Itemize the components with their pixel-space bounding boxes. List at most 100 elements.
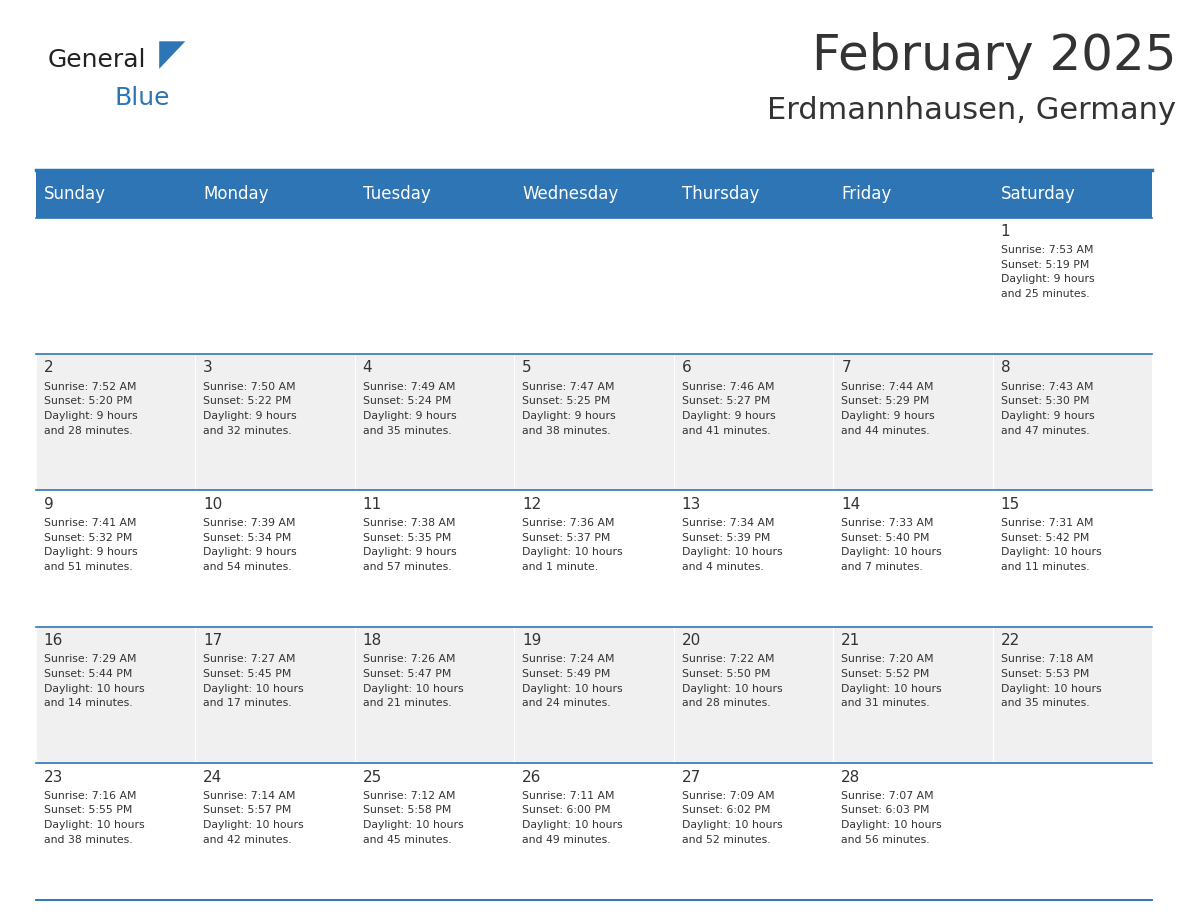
Text: Sunset: 5:45 PM: Sunset: 5:45 PM [203,669,291,679]
Text: Sunrise: 7:49 AM: Sunrise: 7:49 AM [362,382,455,391]
Text: 1: 1 [1000,224,1011,239]
Text: Daylight: 9 hours: Daylight: 9 hours [362,547,456,557]
Text: 7: 7 [841,361,851,375]
Text: Sunrise: 7:31 AM: Sunrise: 7:31 AM [1000,518,1093,528]
Text: Daylight: 10 hours: Daylight: 10 hours [203,820,304,830]
FancyBboxPatch shape [355,170,514,218]
Text: and 21 minutes.: and 21 minutes. [362,699,451,709]
FancyBboxPatch shape [674,218,833,354]
FancyBboxPatch shape [514,354,674,490]
Text: 21: 21 [841,633,860,648]
Text: 16: 16 [44,633,63,648]
FancyBboxPatch shape [36,763,195,900]
Text: Wednesday: Wednesday [523,185,619,203]
Text: and 14 minutes.: and 14 minutes. [44,699,132,709]
Text: Sunrise: 7:34 AM: Sunrise: 7:34 AM [682,518,775,528]
Text: 25: 25 [362,769,381,785]
Text: Daylight: 10 hours: Daylight: 10 hours [841,547,942,557]
Text: Daylight: 10 hours: Daylight: 10 hours [523,684,623,694]
Text: 2: 2 [44,361,53,375]
Text: Sunrise: 7:12 AM: Sunrise: 7:12 AM [362,790,455,800]
Text: Sunset: 5:52 PM: Sunset: 5:52 PM [841,669,930,679]
Text: and 17 minutes.: and 17 minutes. [203,699,292,709]
Text: Sunset: 5:50 PM: Sunset: 5:50 PM [682,669,770,679]
Text: Daylight: 10 hours: Daylight: 10 hours [523,820,623,830]
Text: and 52 minutes.: and 52 minutes. [682,834,770,845]
Text: and 11 minutes.: and 11 minutes. [1000,562,1089,572]
FancyBboxPatch shape [36,218,195,354]
FancyBboxPatch shape [195,170,355,218]
Text: Sunrise: 7:27 AM: Sunrise: 7:27 AM [203,655,296,665]
FancyBboxPatch shape [36,490,195,627]
Text: Sunrise: 7:36 AM: Sunrise: 7:36 AM [523,518,614,528]
Text: Friday: Friday [841,185,891,203]
FancyBboxPatch shape [833,490,993,627]
Text: Sunset: 5:44 PM: Sunset: 5:44 PM [44,669,132,679]
Text: 28: 28 [841,769,860,785]
Text: 18: 18 [362,633,381,648]
Text: Sunrise: 7:33 AM: Sunrise: 7:33 AM [841,518,934,528]
Polygon shape [159,41,185,69]
Text: Sunrise: 7:11 AM: Sunrise: 7:11 AM [523,790,614,800]
Text: Sunrise: 7:41 AM: Sunrise: 7:41 AM [44,518,137,528]
FancyBboxPatch shape [674,763,833,900]
Text: Daylight: 10 hours: Daylight: 10 hours [1000,684,1101,694]
Text: Daylight: 9 hours: Daylight: 9 hours [44,411,138,420]
Text: Sunrise: 7:26 AM: Sunrise: 7:26 AM [362,655,455,665]
Text: Sunset: 5:37 PM: Sunset: 5:37 PM [523,532,611,543]
Text: Sunset: 6:02 PM: Sunset: 6:02 PM [682,805,770,815]
Text: Sunset: 5:22 PM: Sunset: 5:22 PM [203,397,291,406]
Text: 13: 13 [682,497,701,512]
Text: and 31 minutes.: and 31 minutes. [841,699,930,709]
Text: 27: 27 [682,769,701,785]
Text: Sunday: Sunday [44,185,106,203]
Text: and 51 minutes.: and 51 minutes. [44,562,132,572]
Text: and 32 minutes.: and 32 minutes. [203,426,292,435]
Text: Sunset: 5:19 PM: Sunset: 5:19 PM [1000,260,1089,270]
Text: and 38 minutes.: and 38 minutes. [523,426,611,435]
Text: Sunset: 5:40 PM: Sunset: 5:40 PM [841,532,930,543]
Text: Sunset: 5:49 PM: Sunset: 5:49 PM [523,669,611,679]
Text: Monday: Monday [203,185,268,203]
Text: Erdmannhausen, Germany: Erdmannhausen, Germany [767,96,1176,126]
Text: and 42 minutes.: and 42 minutes. [203,834,292,845]
Text: 11: 11 [362,497,381,512]
Text: and 54 minutes.: and 54 minutes. [203,562,292,572]
FancyBboxPatch shape [195,354,355,490]
Text: Sunrise: 7:18 AM: Sunrise: 7:18 AM [1000,655,1093,665]
Text: Sunset: 5:47 PM: Sunset: 5:47 PM [362,669,451,679]
Text: Daylight: 9 hours: Daylight: 9 hours [1000,411,1094,420]
Text: Daylight: 10 hours: Daylight: 10 hours [841,684,942,694]
Text: Daylight: 10 hours: Daylight: 10 hours [682,547,783,557]
Text: and 25 minutes.: and 25 minutes. [1000,289,1089,299]
Text: Daylight: 9 hours: Daylight: 9 hours [1000,274,1094,285]
Text: 17: 17 [203,633,222,648]
FancyBboxPatch shape [514,490,674,627]
Text: Sunset: 5:24 PM: Sunset: 5:24 PM [362,397,451,406]
FancyBboxPatch shape [993,354,1152,490]
Text: Sunset: 5:58 PM: Sunset: 5:58 PM [362,805,451,815]
Text: Daylight: 9 hours: Daylight: 9 hours [362,411,456,420]
FancyBboxPatch shape [993,490,1152,627]
Text: Sunrise: 7:22 AM: Sunrise: 7:22 AM [682,655,775,665]
Text: and 57 minutes.: and 57 minutes. [362,562,451,572]
Text: 6: 6 [682,361,691,375]
Text: Daylight: 10 hours: Daylight: 10 hours [362,684,463,694]
FancyBboxPatch shape [355,354,514,490]
Text: Daylight: 9 hours: Daylight: 9 hours [523,411,615,420]
Text: 20: 20 [682,633,701,648]
Text: Daylight: 9 hours: Daylight: 9 hours [44,547,138,557]
FancyBboxPatch shape [993,170,1152,218]
Text: Sunrise: 7:47 AM: Sunrise: 7:47 AM [523,382,614,391]
Text: Sunset: 5:55 PM: Sunset: 5:55 PM [44,805,132,815]
Text: Sunrise: 7:39 AM: Sunrise: 7:39 AM [203,518,296,528]
FancyBboxPatch shape [993,218,1152,354]
Text: Sunrise: 7:53 AM: Sunrise: 7:53 AM [1000,245,1093,255]
Text: Tuesday: Tuesday [362,185,430,203]
FancyBboxPatch shape [514,627,674,763]
Text: General: General [48,48,146,72]
Text: Sunrise: 7:50 AM: Sunrise: 7:50 AM [203,382,296,391]
Text: 12: 12 [523,497,542,512]
Text: and 7 minutes.: and 7 minutes. [841,562,923,572]
FancyBboxPatch shape [674,490,833,627]
